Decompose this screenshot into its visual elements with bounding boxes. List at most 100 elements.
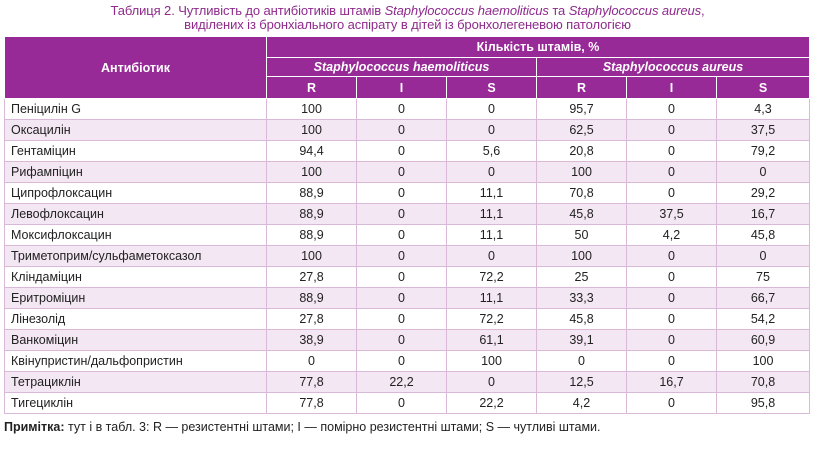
value-cell: 0 [356, 350, 447, 372]
value-cell: 61,1 [446, 329, 537, 351]
caption-species-2: Staphylococcus aureus [568, 3, 701, 18]
value-cell: 0 [356, 203, 447, 225]
value-cell: 5,6 [446, 140, 537, 162]
header-col-r: R [536, 76, 627, 99]
caption-mid: та [548, 3, 569, 18]
caption-suffix: , [701, 3, 705, 18]
antibiotic-name: Оксацилін [4, 119, 267, 141]
value-cell: 0 [266, 350, 357, 372]
table-row: Левофлоксацин 88,9 0 11,1 45,8 37,5 16,7 [4, 203, 810, 225]
value-cell: 0 [356, 119, 447, 141]
header-col-r: R [266, 76, 357, 99]
value-cell: 38,9 [266, 329, 357, 351]
value-cell: 50 [536, 224, 627, 246]
value-cell: 0 [356, 329, 447, 351]
value-cell: 27,8 [266, 308, 357, 330]
value-cell: 0 [446, 371, 537, 393]
table-row: Пеніцилін G 100 0 0 95,7 0 4,3 [4, 98, 810, 120]
value-cell: 0 [446, 161, 537, 183]
value-cell: 0 [716, 161, 810, 183]
table-row: Тетрациклін 77,8 22,2 0 12,5 16,7 70,8 [4, 371, 810, 393]
value-cell: 0 [356, 224, 447, 246]
value-cell: 11,1 [446, 203, 537, 225]
value-cell: 54,2 [716, 308, 810, 330]
table-row: Гентаміцин 94,4 0 5,6 20,8 0 79,2 [4, 140, 810, 162]
value-cell: 39,1 [536, 329, 627, 351]
value-cell: 45,8 [716, 224, 810, 246]
value-cell: 0 [626, 287, 717, 309]
table-caption: Таблиця 2. Чутливість до антибіотиків шт… [0, 4, 815, 32]
value-cell: 88,9 [266, 203, 357, 225]
value-cell: 0 [446, 245, 537, 267]
value-cell: 70,8 [716, 371, 810, 393]
antibiotic-name: Триметоприм/сульфаметоксазол [4, 245, 267, 267]
caption-prefix: Таблиця 2. Чутливість до антибіотиків шт… [110, 3, 385, 18]
antibiotic-name: Рифампіцин [4, 161, 267, 183]
value-cell: 60,9 [716, 329, 810, 351]
value-cell: 4,2 [626, 224, 717, 246]
table-note: Примітка: тут і в табл. 3: R — резистент… [4, 420, 815, 434]
table-row: Триметоприм/сульфаметоксазол 100 0 0 100 0 0 [4, 245, 810, 267]
value-cell: 16,7 [626, 371, 717, 393]
value-cell: 0 [446, 98, 537, 120]
value-cell: 0 [626, 161, 717, 183]
value-cell: 25 [536, 266, 627, 288]
value-cell: 0 [626, 392, 717, 414]
antibiotic-name: Ципрофлоксацин [4, 182, 267, 204]
value-cell: 0 [626, 266, 717, 288]
antibiotic-name: Моксифлоксацин [4, 224, 267, 246]
caption-line-1: Таблиця 2. Чутливість до антибіотиків шт… [6, 4, 809, 18]
value-cell: 4,2 [536, 392, 627, 414]
table-row: Квінупристин/дальфопристин 0 0 100 0 0 100 [4, 350, 810, 372]
value-cell: 77,8 [266, 392, 357, 414]
value-cell: 100 [266, 245, 357, 267]
header-col-s: S [716, 76, 810, 99]
value-cell: 0 [626, 182, 717, 204]
antibiotic-name: Кліндаміцин [4, 266, 267, 288]
value-cell: 0 [536, 350, 627, 372]
value-cell: 0 [626, 308, 717, 330]
value-cell: 100 [266, 161, 357, 183]
value-cell: 37,5 [716, 119, 810, 141]
value-cell: 4,3 [716, 98, 810, 120]
value-cell: 95,8 [716, 392, 810, 414]
value-cell: 0 [356, 98, 447, 120]
value-cell: 66,7 [716, 287, 810, 309]
value-cell: 94,4 [266, 140, 357, 162]
value-cell: 0 [716, 245, 810, 267]
value-cell: 11,1 [446, 224, 537, 246]
value-cell: 0 [626, 140, 717, 162]
value-cell: 100 [536, 245, 627, 267]
value-cell: 0 [356, 161, 447, 183]
antibiotic-name: Лінезолід [4, 308, 267, 330]
value-cell: 62,5 [536, 119, 627, 141]
value-cell: 0 [446, 119, 537, 141]
value-cell: 0 [356, 308, 447, 330]
antibiotic-name: Тигециклін [4, 392, 267, 414]
value-cell: 100 [446, 350, 537, 372]
value-cell: 0 [356, 392, 447, 414]
value-cell: 79,2 [716, 140, 810, 162]
value-cell: 72,2 [446, 308, 537, 330]
value-cell: 11,1 [446, 287, 537, 309]
antibiotic-name: Ванкоміцин [4, 329, 267, 351]
header-antibiotic: Антибіотик [4, 36, 267, 99]
antibiotic-name: Тетрациклін [4, 371, 267, 393]
value-cell: 100 [266, 98, 357, 120]
value-cell: 88,9 [266, 182, 357, 204]
value-cell: 45,8 [536, 203, 627, 225]
sensitivity-table: Антибіотик Кількість штамів, % Staphyloc… [4, 36, 810, 414]
table-body: Пеніцилін G 100 0 0 95,7 0 4,3 Оксацилін 100 0 0 62… [4, 98, 810, 414]
antibiotic-name: Пеніцилін G [4, 98, 267, 120]
caption-species-1: Staphylococcus haemoliticus [384, 3, 549, 18]
value-cell: 72,2 [446, 266, 537, 288]
value-cell: 27,8 [266, 266, 357, 288]
value-cell: 16,7 [716, 203, 810, 225]
value-cell: 100 [536, 161, 627, 183]
value-cell: 33,3 [536, 287, 627, 309]
table-row: Ципрофлоксацин 88,9 0 11,1 70,8 0 29,2 [4, 182, 810, 204]
value-cell: 0 [356, 182, 447, 204]
value-cell: 20,8 [536, 140, 627, 162]
table-row: Лінезолід 27,8 0 72,2 45,8 0 54,2 [4, 308, 810, 330]
value-cell: 0 [356, 266, 447, 288]
